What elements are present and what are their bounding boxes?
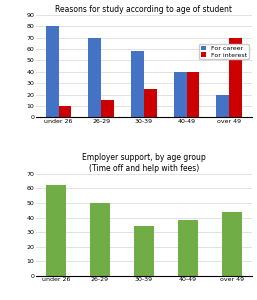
Legend: For career, For interest: For career, For interest xyxy=(199,44,249,59)
Bar xyxy=(216,94,229,117)
Bar xyxy=(178,220,198,276)
Bar xyxy=(174,72,187,117)
Bar xyxy=(134,226,154,276)
Bar xyxy=(144,89,157,117)
Bar xyxy=(46,26,59,117)
Bar xyxy=(90,203,110,276)
Title: Employer support, by age group
(Time off and help with fees): Employer support, by age group (Time off… xyxy=(82,154,206,173)
Bar xyxy=(59,106,71,117)
Bar xyxy=(88,38,101,117)
Bar xyxy=(101,100,114,117)
Bar xyxy=(131,51,144,117)
Bar xyxy=(46,185,66,276)
Bar xyxy=(229,38,242,117)
Bar xyxy=(187,72,199,117)
Bar xyxy=(222,212,242,276)
Title: Reasons for study according to age of student: Reasons for study according to age of st… xyxy=(56,5,232,14)
